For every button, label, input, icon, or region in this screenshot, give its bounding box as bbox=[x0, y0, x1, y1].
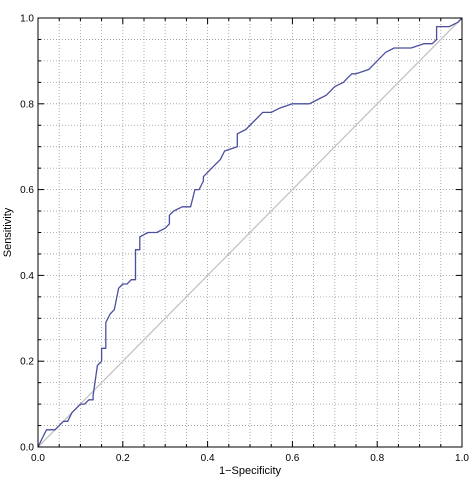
x-tick-label: 0.2 bbox=[116, 453, 130, 464]
y-tick-label: 0.6 bbox=[20, 185, 34, 196]
roc-curve-line bbox=[37, 17, 463, 448]
y-tick-label: 1.0 bbox=[20, 14, 34, 25]
x-tick-labels: 0.0 0.2 0.4 0.6 0.8 1.0 bbox=[31, 453, 469, 464]
y-tick-label: 0.4 bbox=[20, 271, 34, 282]
y-tick-label: 0.2 bbox=[20, 357, 34, 368]
y-tick-labels: 0.0 0.2 0.4 0.6 0.8 1.0 bbox=[20, 14, 34, 454]
y-axis-title: Sensitivity bbox=[2, 207, 14, 257]
x-tick-label: 0.4 bbox=[201, 453, 215, 464]
y-tick-label: 0.8 bbox=[20, 99, 34, 110]
reference-diagonal-line bbox=[37, 17, 463, 448]
plot-frame bbox=[37, 17, 463, 448]
x-axis-title: 1−Specificity bbox=[219, 465, 282, 477]
grid-lines bbox=[38, 18, 462, 447]
x-tick-label: 0.6 bbox=[285, 453, 299, 464]
x-tick-label: 0.8 bbox=[370, 453, 384, 464]
y-tick-label: 0.0 bbox=[20, 443, 34, 454]
x-tick-label: 0.0 bbox=[31, 453, 45, 464]
x-tick-label: 1.0 bbox=[455, 453, 469, 464]
